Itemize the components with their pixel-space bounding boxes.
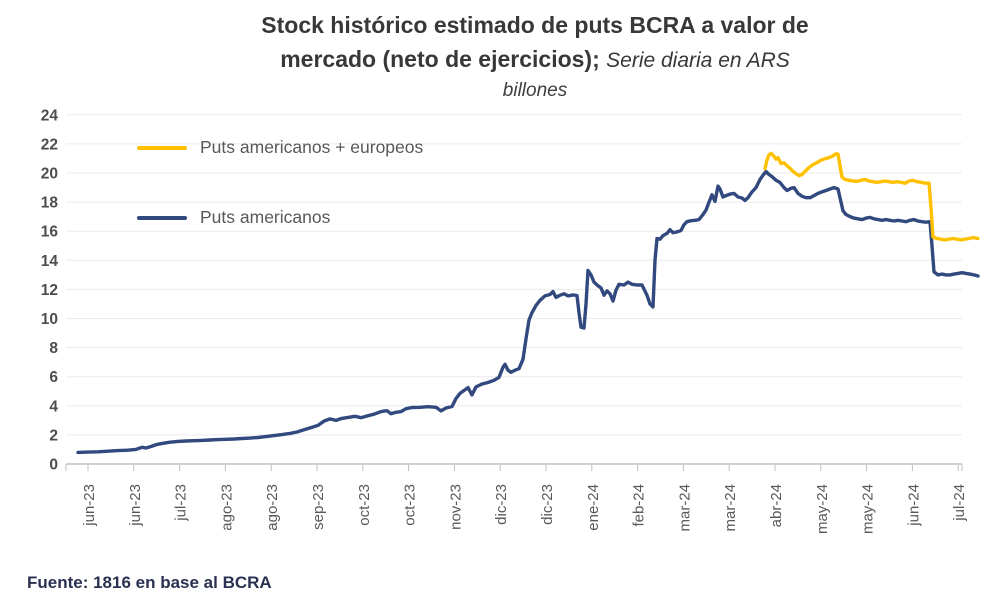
- chart-title: Stock histórico estimado de puts BCRA a …: [78, 8, 992, 104]
- y-tick-label: 0: [49, 457, 58, 474]
- x-tick-label: abr-24: [768, 484, 785, 527]
- y-tick-label: 8: [49, 340, 58, 357]
- y-tick-label: 14: [41, 253, 59, 270]
- chart-title-line1: Stock histórico estimado de puts BCRA a …: [261, 12, 809, 38]
- x-tick-label: oct-23: [356, 484, 373, 526]
- x-tick-label: jul-23: [173, 484, 190, 522]
- y-tick-label: 4: [49, 398, 58, 415]
- y-tick-label: 22: [41, 136, 58, 153]
- x-tick-label: jun-23: [127, 484, 144, 527]
- x-tick-label: dic-23: [539, 484, 556, 525]
- x-tick-label: ene-24: [585, 484, 602, 531]
- legend-swatch-yellow-line: [137, 145, 187, 150]
- x-tick-label: may-24: [814, 484, 831, 534]
- y-tick-label: 10: [41, 311, 58, 328]
- y-tick-label: 2: [49, 427, 58, 444]
- x-tick-label: jun-24: [905, 484, 922, 527]
- x-tick-label: jun-23: [81, 484, 98, 527]
- series-line-puts-americanos: [76, 169, 980, 455]
- x-tick-label: mar-24: [676, 484, 693, 532]
- chart-title-line3: billones: [502, 80, 568, 101]
- chart-title-line2: mercado (neto de ejercicios); Serie diar…: [78, 42, 992, 78]
- x-tick-label: feb-24: [631, 484, 648, 527]
- legend-label: Puts americanos: [200, 207, 331, 227]
- y-tick-label: 6: [49, 369, 58, 386]
- y-tick-label: 20: [41, 166, 58, 183]
- x-tick-label: may-24: [860, 484, 877, 534]
- y-tick-label: 24: [41, 107, 59, 124]
- chart-title-line2-bold: mercado (neto de ejercicios);: [280, 46, 607, 72]
- legend-item-puts-americanos: Puts americanos: [137, 207, 330, 228]
- x-tick-label: sep-23: [310, 484, 327, 530]
- x-tick-label: nov-23: [447, 484, 464, 530]
- x-tick-label: ago-23: [264, 484, 281, 531]
- legend-swatch-navy-line: [137, 215, 187, 220]
- y-tick-label: 16: [41, 224, 59, 241]
- x-tick-label: mar-24: [722, 484, 739, 532]
- x-tick-label: ago-23: [218, 484, 235, 531]
- y-tick-label: 18: [41, 195, 59, 212]
- series-line-puts-americanos-europeos: [763, 151, 980, 242]
- legend-label: Puts americanos + europeos: [200, 137, 424, 157]
- legend-item-puts-americanos-europeos: Puts americanos + europeos: [137, 137, 423, 158]
- source-note: Fuente: 1816 en base al BCRA: [27, 573, 272, 592]
- x-tick-label: jul-24: [951, 484, 968, 522]
- y-tick-label: 12: [41, 282, 58, 299]
- x-tick-label: oct-23: [402, 484, 419, 526]
- chart-title-line2-italic: Serie diaria en ARS: [606, 49, 790, 72]
- x-tick-label: dic-23: [493, 484, 510, 525]
